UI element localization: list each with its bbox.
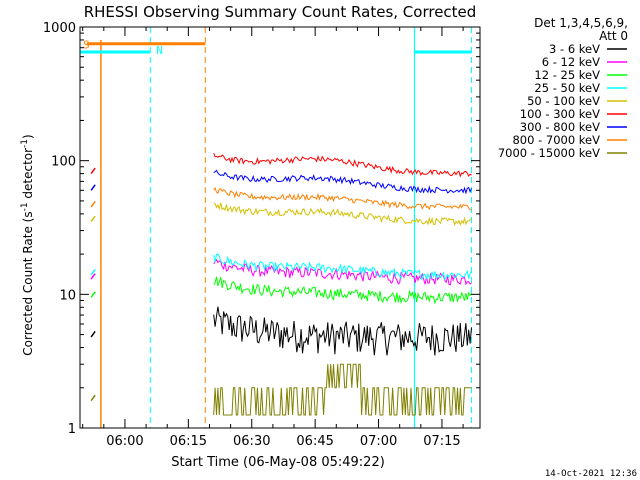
series-early-7 <box>90 184 96 191</box>
x-tick-label: 06:15 <box>170 434 207 449</box>
legend-label-5: 50 - 100 keV <box>527 94 600 108</box>
chart-title: RHESSI Observing Summary Count Rates, Co… <box>84 3 477 21</box>
legend-label-9: 7000 - 15000 keV <box>498 146 600 160</box>
series-early-2 <box>90 273 96 280</box>
y-axis-label-sup2: -1 <box>20 139 30 148</box>
x-tick-label: 06:00 <box>106 434 143 449</box>
series-line-7 <box>213 169 472 195</box>
y-axis-label-sup1: -1 <box>20 202 30 211</box>
series-early-4 <box>90 268 96 276</box>
series-early-6 <box>90 167 96 175</box>
legend-label-8: 800 - 7000 keV <box>512 133 600 147</box>
axes <box>79 26 481 429</box>
series-layer <box>90 152 472 416</box>
legend-header-1: Det 1,3,4,5,6,9, <box>534 16 628 30</box>
y-tick-label: 100 <box>51 155 76 170</box>
y-axis-label-mid: detector <box>21 148 35 203</box>
series-early-5 <box>90 215 96 223</box>
x-tick-label: 07:00 <box>360 434 397 449</box>
x-ticks: 06:00 06:15 06:30 06:45 07:00 07:15 <box>82 27 464 449</box>
legend-label-2: 6 - 12 keV <box>542 55 600 69</box>
x-tick-label: 06:45 <box>296 434 333 449</box>
series-line-1 <box>213 306 472 356</box>
series-line-5 <box>213 202 472 227</box>
legend-label-3: 12 - 25 keV <box>534 68 600 82</box>
legend-label-6: 100 - 300 keV <box>520 107 600 121</box>
legend-label-7: 300 - 800 keV <box>520 120 600 134</box>
x-axis-label: Start Time (06-May-08 05:49:22) <box>171 455 385 470</box>
series-early-8 <box>90 201 96 208</box>
flag-label-s: S <box>83 39 90 52</box>
x-tick-label: 06:30 <box>233 434 270 449</box>
series-line-4 <box>213 253 472 281</box>
series-line-9 <box>213 363 472 416</box>
x-tick-label: 07:15 <box>423 434 460 449</box>
y-tick-label: 1 <box>68 422 76 437</box>
plot-frame <box>79 26 481 429</box>
y-tick-label: 10 <box>59 288 76 303</box>
footer-date: 14-Oct-2021 12:36 <box>545 469 637 479</box>
series-line-6 <box>213 152 472 178</box>
y-axis-label: Corrected Count Rate (s-1 detector-1) <box>20 134 35 355</box>
flag-label-n: N <box>156 44 163 57</box>
y-ticks: 1 10 100 1000 <box>43 21 480 437</box>
y-axis-label-main: Corrected Count Rate (s <box>21 211 35 355</box>
series-early-9 <box>90 394 96 402</box>
series-early-3 <box>90 291 96 298</box>
y-axis-label-end: ) <box>21 134 35 139</box>
legend-label-1: 3 - 6 keV <box>549 42 600 56</box>
series-line-3 <box>213 276 472 305</box>
legend-header-2: Att 0 <box>599 29 628 43</box>
series-early-1 <box>90 330 96 338</box>
legend-label-4: 25 - 50 keV <box>534 81 600 95</box>
series-line-8 <box>213 186 472 211</box>
y-tick-label: 1000 <box>43 21 76 36</box>
